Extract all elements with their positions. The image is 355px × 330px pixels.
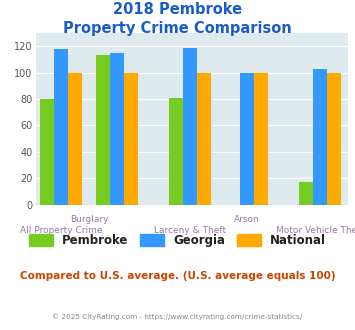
- Text: All Property Crime: All Property Crime: [20, 226, 102, 235]
- Text: Arson: Arson: [234, 215, 260, 224]
- Text: Property Crime Comparison: Property Crime Comparison: [63, 21, 292, 36]
- Bar: [68, 73, 82, 205]
- Bar: [124, 73, 138, 205]
- Bar: [240, 73, 253, 205]
- Text: Motor Vehicle Theft: Motor Vehicle Theft: [276, 226, 355, 235]
- Bar: [54, 49, 68, 205]
- Text: © 2025 CityRating.com - https://www.cityrating.com/crime-statistics/: © 2025 CityRating.com - https://www.city…: [53, 314, 302, 320]
- Text: Burglary: Burglary: [70, 215, 108, 224]
- Bar: [110, 53, 124, 205]
- Bar: [96, 55, 110, 205]
- Text: 2018 Pembroke: 2018 Pembroke: [113, 2, 242, 16]
- Bar: [183, 48, 197, 205]
- Bar: [197, 73, 211, 205]
- Bar: [313, 69, 327, 205]
- Text: Compared to U.S. average. (U.S. average equals 100): Compared to U.S. average. (U.S. average …: [20, 271, 335, 280]
- Legend: Pembroke, Georgia, National: Pembroke, Georgia, National: [24, 230, 331, 252]
- Bar: [299, 182, 313, 205]
- Bar: [327, 73, 341, 205]
- Bar: [253, 73, 268, 205]
- Bar: [40, 99, 54, 205]
- Bar: [169, 98, 183, 205]
- Text: Larceny & Theft: Larceny & Theft: [154, 226, 226, 235]
